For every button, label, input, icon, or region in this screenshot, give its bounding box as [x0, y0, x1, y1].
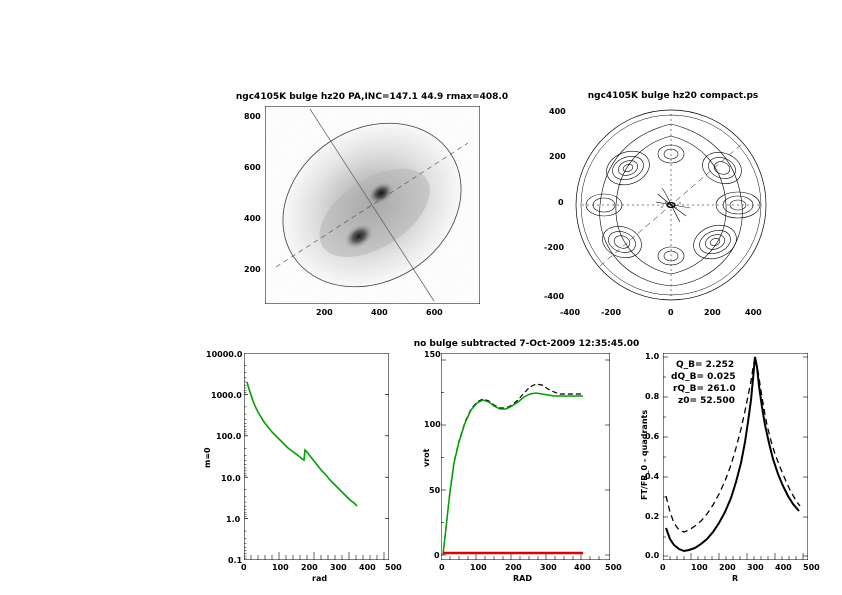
contour-xtick-1: -200 [601, 308, 622, 317]
quadrant-ytick-3: 0.4 [645, 472, 660, 481]
image-ytick-3: 800 [244, 112, 261, 121]
rotation-xtick-5: 500 [605, 563, 622, 572]
quadrant-ytick-1: 0.8 [645, 392, 660, 401]
radial-profile-panel [244, 353, 389, 560]
galaxy-image-panel [265, 106, 480, 304]
quadrant-xtick-5: 500 [803, 563, 820, 572]
profile-ytick-4: 1.0 [226, 515, 241, 524]
contour-ytick-3: 200 [549, 152, 566, 161]
contour-map-svg [570, 106, 773, 304]
image-xtick-2: 600 [426, 308, 443, 317]
quadrant-torque-panel [663, 353, 808, 560]
profile-xlabel: rad [312, 574, 328, 583]
contour-ytick-0: -400 [544, 292, 565, 301]
contour-ytick-1: -200 [544, 243, 565, 252]
contour-xtick-0: -400 [560, 308, 581, 317]
rotation-xtick-3: 300 [540, 563, 557, 572]
rotation-ytick-1: 100 [424, 420, 441, 429]
contour-ytick-2: 0 [558, 198, 564, 207]
rotation-panel-title: no bulge subtracted 7-Oct-2009 12:35:45.… [413, 339, 640, 349]
profile-xtick-0: 0 [241, 563, 247, 572]
image-panel-title: ngc4105K bulge hz20 PA,INC=147.1 44.9 rm… [235, 92, 509, 102]
quadrant-ytick-2: 0.6 [645, 432, 660, 441]
rotation-ylabel: vrot [422, 448, 431, 467]
quadrant-xlabel: R [732, 574, 739, 583]
quadrant-xtick-1: 100 [691, 563, 708, 572]
profile-xtick-3: 300 [330, 563, 347, 572]
rotation-curve-panel [441, 353, 610, 560]
profile-xtick-4: 400 [359, 563, 376, 572]
profile-ytick-5: 0.1 [228, 556, 243, 565]
quadrant-ytick-5: 0.0 [645, 551, 660, 560]
contour-xtick-3: 200 [704, 308, 721, 317]
galaxy-image-svg [265, 106, 480, 304]
quadrant-xtick-3: 300 [747, 563, 764, 572]
rotation-ytick-3: 0 [434, 551, 440, 560]
rotation-xtick-1: 100 [470, 563, 487, 572]
image-xtick-1: 400 [371, 308, 388, 317]
contour-map-panel [570, 106, 773, 304]
rotation-xtick-4: 400 [574, 563, 591, 572]
quadrant-ylabel: FT/FR_0 - quadrants [640, 409, 649, 500]
contour-ytick-4: 400 [549, 107, 566, 116]
quadrant-ytick-4: 0.2 [645, 512, 660, 521]
profile-ytick-1: 1000.0 [211, 391, 242, 400]
quadrant-torque-svg [663, 353, 808, 560]
profile-xtick-2: 200 [301, 563, 318, 572]
quadrant-annotation-dqb: dQ_B= 0.025 [671, 372, 736, 382]
rotation-ytick-2: 50 [429, 486, 441, 495]
profile-xtick-5: 500 [385, 563, 402, 572]
quadrant-xtick-4: 400 [775, 563, 792, 572]
quadrant-annotation-z0: z0= 52.500 [678, 396, 735, 406]
rotation-xlabel: RAD [513, 574, 532, 583]
contour-xtick-4: 400 [745, 308, 762, 317]
rotation-xtick-2: 200 [505, 563, 522, 572]
profile-ytick-0: 10000.0 [206, 350, 243, 359]
quadrant-annotation-rqb: rQ_B= 261.0 [673, 384, 736, 394]
radial-profile-svg [244, 353, 389, 560]
profile-ytick-2: 100.0 [216, 432, 242, 441]
contour-panel-title: ngc4105K bulge hz20 compact.ps [587, 91, 759, 101]
profile-ylabel: m=0 [203, 447, 212, 468]
contour-xtick-2: 0 [668, 308, 674, 317]
profile-ytick-3: 10.0 [221, 474, 241, 483]
quadrant-ytick-0: 1.0 [645, 352, 660, 361]
rotation-ytick-0: 150 [424, 350, 441, 359]
quadrant-annotation-qb: Q_B= 2.252 [676, 360, 735, 370]
profile-xtick-1: 100 [272, 563, 289, 572]
quadrant-xtick-0: 0 [660, 563, 666, 572]
rotation-xtick-0: 0 [439, 563, 445, 572]
rotation-curve-svg [441, 353, 610, 560]
image-ytick-2: 600 [244, 163, 261, 172]
quadrant-xtick-2: 200 [719, 563, 736, 572]
image-xtick-0: 200 [316, 308, 333, 317]
image-ytick-1: 400 [244, 214, 261, 223]
image-ytick-0: 200 [244, 265, 261, 274]
